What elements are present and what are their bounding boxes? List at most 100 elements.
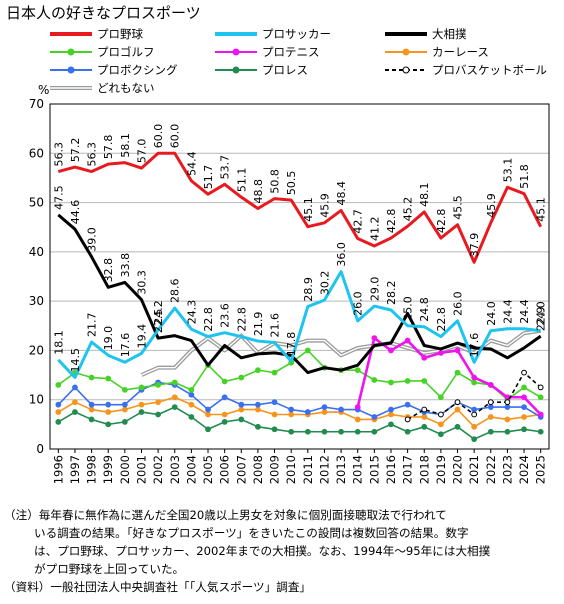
data-point — [537, 384, 544, 391]
legend-marker — [232, 48, 240, 56]
data-label: 28.2 — [385, 281, 398, 306]
x-tick-label: 2011 — [301, 455, 315, 484]
legend-item-2: 大相撲 — [385, 27, 467, 41]
data-label: 24.0 — [485, 301, 498, 326]
x-tick-label: 2000 — [118, 455, 132, 484]
data-label: 57.8 — [102, 135, 115, 160]
legend-label: 大相撲 — [432, 27, 467, 41]
data-label: 50.8 — [269, 169, 282, 194]
data-point — [271, 411, 278, 418]
data-point — [437, 431, 444, 438]
data-label: 22.9 — [535, 307, 548, 332]
data-point — [487, 414, 494, 420]
legend-item-6: プロボクシング — [50, 63, 178, 77]
x-tick-label: 2013 — [334, 455, 348, 484]
data-point — [471, 374, 478, 381]
data-point — [155, 382, 162, 388]
y-tick-label: 10 — [29, 393, 44, 407]
data-point — [371, 335, 378, 342]
data-label: 42.7 — [352, 209, 365, 234]
data-label: 19.0 — [102, 326, 115, 351]
data-point — [437, 349, 444, 356]
data-label: 51.1 — [235, 168, 248, 192]
series-line — [57, 381, 542, 418]
data-point — [88, 401, 95, 408]
y-tick-label: 0 — [36, 442, 44, 456]
data-label: 42.8 — [385, 209, 398, 234]
data-label: 17.6 — [119, 333, 132, 358]
data-point — [288, 411, 295, 418]
x-tick-label: 1998 — [85, 455, 99, 484]
series-line — [57, 151, 543, 264]
data-point — [371, 377, 378, 383]
series-2 — [57, 213, 542, 375]
data-point — [121, 406, 128, 413]
data-label: 60.0 — [152, 124, 165, 149]
data-point — [354, 367, 361, 374]
notes: （注）毎年春に無作為に選んだ全国20歳以上男女を対象に個別面接聴取法で行われて … — [4, 506, 560, 596]
data-point — [454, 399, 461, 406]
data-label: 32.8 — [102, 258, 115, 283]
data-point — [205, 411, 211, 418]
x-tick-label: 2001 — [134, 455, 148, 484]
data-point — [55, 418, 62, 425]
data-point — [487, 428, 494, 435]
data-label: 45.9 — [485, 193, 498, 218]
data-point — [321, 404, 328, 411]
data-point — [388, 347, 394, 354]
x-tick-label: 1996 — [51, 455, 65, 484]
series-line — [57, 396, 541, 428]
data-point — [487, 404, 494, 411]
data-point — [72, 399, 78, 406]
data-point — [354, 428, 361, 435]
data-point — [388, 406, 394, 413]
data-point — [404, 416, 411, 423]
y-tick-label: 60 — [29, 146, 44, 160]
data-point — [521, 384, 527, 391]
legend-item-1: プロサッカー — [215, 27, 331, 41]
data-point — [105, 421, 112, 428]
legend-item-0: プロ野球 — [50, 27, 143, 41]
data-point — [188, 401, 195, 408]
x-tick-label: 2022 — [484, 455, 498, 484]
data-point — [288, 406, 295, 413]
x-tick-label: 2008 — [251, 455, 265, 484]
legend-label: プロボクシング — [97, 63, 178, 77]
legend-item-7: プロレス — [215, 63, 308, 77]
data-label: 51.7 — [202, 165, 215, 190]
data-point — [238, 401, 245, 408]
legend-marker — [402, 66, 410, 74]
data-label: 45.5 — [452, 195, 465, 220]
data-label: 57.2 — [69, 138, 82, 163]
data-point — [504, 399, 511, 406]
data-point — [105, 409, 112, 415]
data-label: 56.3 — [86, 142, 99, 167]
y-tick-label: 70 — [29, 97, 44, 111]
data-point — [221, 394, 228, 401]
y-tick-label: 30 — [29, 294, 44, 308]
data-point — [437, 411, 444, 418]
data-label: 21.6 — [269, 313, 282, 338]
data-point — [221, 378, 228, 385]
x-tick-label: 2021 — [467, 455, 481, 484]
y-tick-label: 20 — [29, 343, 44, 357]
data-point — [105, 375, 112, 382]
data-point — [371, 414, 378, 420]
legend-label: プロ野球 — [97, 27, 143, 41]
data-point — [471, 436, 478, 443]
legend-item-8: プロバスケットボール — [385, 63, 547, 77]
data-point — [55, 401, 62, 408]
series-5 — [55, 394, 544, 430]
series-3 — [55, 347, 544, 403]
data-point — [454, 347, 461, 354]
x-tick-label: 1997 — [68, 455, 82, 484]
data-point — [371, 428, 378, 435]
data-label: 21.9 — [252, 312, 265, 337]
data-point — [487, 399, 494, 406]
data-point — [188, 414, 195, 420]
data-point — [88, 406, 95, 413]
legend-marker — [402, 48, 410, 56]
data-point — [504, 428, 511, 435]
data-point — [271, 399, 278, 406]
data-point — [421, 414, 428, 420]
